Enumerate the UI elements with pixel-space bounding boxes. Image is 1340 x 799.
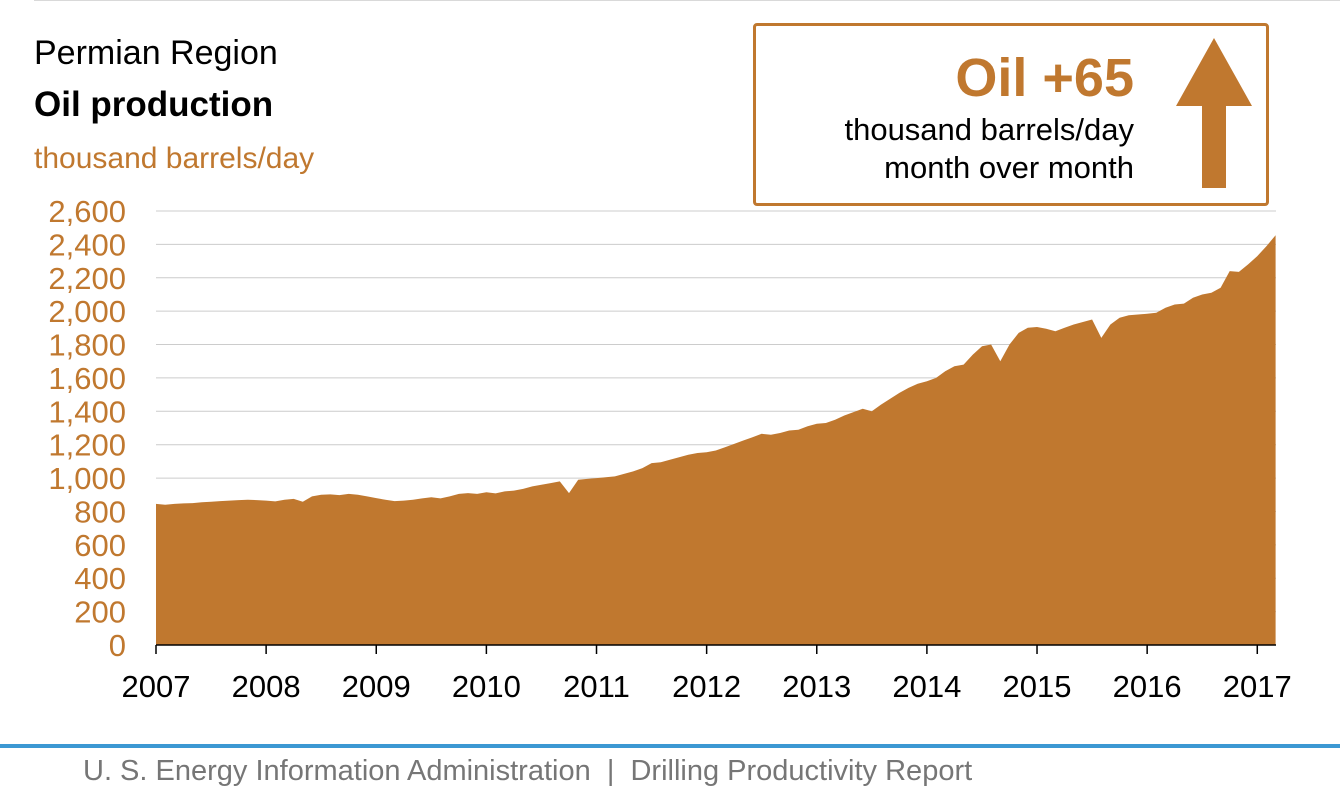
footer-attribution: U. S. Energy Information Administration … <box>83 755 973 787</box>
x-tick-label: 2017 <box>1223 669 1292 704</box>
y-tick-label: 2,000 <box>48 294 126 329</box>
y-tick-label: 800 <box>74 494 126 529</box>
chart-region-title: Permian Region <box>34 34 278 72</box>
x-tick-label: 2015 <box>1003 669 1072 704</box>
callout-headline: Oil +65 <box>955 48 1134 108</box>
x-tick-label: 2007 <box>122 669 191 704</box>
y-tick-label: 600 <box>74 528 126 563</box>
y-tick-label: 1,200 <box>48 428 126 463</box>
y-tick-label: 2,400 <box>48 227 126 262</box>
y-tick-label: 1,400 <box>48 394 126 429</box>
y-tick-label: 1,000 <box>48 461 126 496</box>
y-tick-label: 1,800 <box>48 328 126 363</box>
callout-unit-line: thousand barrels/day <box>844 112 1134 147</box>
y-tick-label: 400 <box>74 561 126 596</box>
x-tick-label: 2008 <box>232 669 301 704</box>
up-arrow-icon <box>1176 38 1252 188</box>
callout-period-line: month over month <box>884 150 1134 185</box>
y-tick-label: 2,200 <box>48 261 126 296</box>
x-tick-label: 2009 <box>342 669 411 704</box>
x-tick-label: 2012 <box>672 669 741 704</box>
footer-divider <box>0 744 1340 748</box>
area-layer <box>156 235 1276 645</box>
x-tick-label: 2016 <box>1113 669 1182 704</box>
y-tick-label: 0 <box>109 628 126 663</box>
y-tick-label: 200 <box>74 595 126 630</box>
top-divider <box>34 0 1340 1</box>
production-area <box>156 235 1276 645</box>
x-tick-label: 2013 <box>782 669 851 704</box>
x-tick-label: 2010 <box>452 669 521 704</box>
chart-metric-title: Oil production <box>34 85 274 124</box>
x-tick-label: 2011 <box>563 669 630 704</box>
axis-layer: 02004006008001,0001,2001,4001,6001,8002,… <box>48 195 1291 704</box>
y-tick-label: 1,600 <box>48 361 126 396</box>
y-tick-label: 2,600 <box>48 195 126 229</box>
chart-unit-label: thousand barrels/day <box>34 142 315 175</box>
x-tick-label: 2014 <box>892 669 961 704</box>
oil-production-chart: 02004006008001,0001,2001,4001,6001,8002,… <box>48 195 1291 704</box>
change-callout-box: Oil +65 thousand barrels/day month over … <box>753 23 1269 206</box>
